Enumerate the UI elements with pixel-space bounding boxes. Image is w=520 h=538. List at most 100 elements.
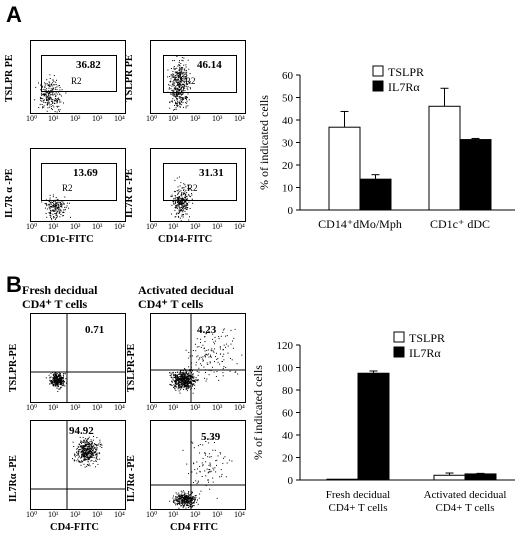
legend-swatch bbox=[372, 80, 384, 92]
region-label: R2 bbox=[62, 183, 73, 193]
gate-r2 bbox=[163, 55, 237, 93]
flow-plot-a-2: 46.14 R2 bbox=[150, 40, 246, 114]
x-tick-label: 10⁴ bbox=[234, 222, 245, 231]
x-tick-label: 10³ bbox=[92, 222, 103, 231]
quadrant-percentage: 94.92 bbox=[69, 425, 94, 437]
flow-dots bbox=[45, 371, 67, 392]
legend-swatch bbox=[372, 65, 384, 77]
quadrant-lines bbox=[151, 314, 245, 402]
flow-ylabel: TSLPR PE bbox=[4, 54, 15, 102]
flow-plot-b-3: 94.92 bbox=[30, 420, 126, 510]
legend-label: IL7Rα bbox=[388, 80, 420, 94]
bar-il7r bbox=[359, 178, 392, 211]
y-tick-label: 60 bbox=[282, 408, 294, 420]
x-tick-label: 10¹ bbox=[48, 222, 59, 231]
flow-xlabel: CD4 FITC bbox=[170, 522, 219, 533]
y-tick-label: 10 bbox=[282, 183, 294, 195]
legend-label: TSLPR bbox=[409, 331, 445, 345]
panel-b-label: B bbox=[6, 272, 22, 297]
y-axis-label: % of indicated cells bbox=[251, 365, 265, 460]
x-tick-label: 10³ bbox=[212, 222, 223, 231]
x-tick-label: 10¹ bbox=[168, 510, 179, 519]
flow-dots bbox=[169, 328, 243, 394]
flow-dots bbox=[170, 176, 194, 222]
flow-ylabel: IL7Rα -PE bbox=[126, 455, 137, 502]
flow-plot-a-3: 13.69 R2 bbox=[30, 148, 126, 222]
x-tick-label: 10³ bbox=[212, 114, 223, 123]
y-axis-label: % of indicated cells bbox=[257, 95, 271, 190]
x-tick-label: 10² bbox=[70, 403, 81, 412]
flow-plot-a-1: 36.82 R2 bbox=[30, 40, 126, 114]
bar-il7r bbox=[357, 372, 390, 481]
x-tick-label: 10² bbox=[190, 510, 201, 519]
x-tick-label: 10⁰ bbox=[146, 222, 158, 231]
group-title-line1: Activated decidual bbox=[138, 283, 234, 297]
flow-dots bbox=[169, 437, 233, 509]
y-tick-label: 80 bbox=[282, 385, 294, 397]
y-tick-label: 20 bbox=[282, 453, 294, 465]
quadrant-lines bbox=[31, 314, 125, 402]
flow-ylabel: TSLPR-PE bbox=[8, 343, 19, 392]
quadrant-percentage: 4.23 bbox=[197, 324, 217, 336]
legend-swatch bbox=[393, 331, 405, 343]
y-tick-label: 0 bbox=[288, 205, 294, 217]
region-label: R2 bbox=[185, 76, 196, 86]
quadrant-percentage: 5.39 bbox=[201, 431, 221, 443]
category-label: CD1c⁺ dDC bbox=[430, 217, 490, 231]
flow-ylabel: IL7R α -PE bbox=[124, 168, 135, 218]
x-tick-label: 10⁴ bbox=[234, 403, 245, 412]
y-tick-label: 20 bbox=[282, 160, 294, 172]
flow-xlabel: CD1c-FITC bbox=[40, 234, 94, 245]
group-title-line1: Fresh decidual bbox=[22, 283, 98, 297]
x-tick-label: 10² bbox=[70, 114, 81, 123]
x-tick-label: 10¹ bbox=[168, 222, 179, 231]
x-tick-label: 10⁰ bbox=[146, 114, 158, 123]
category-label: CD14⁺dMo/Mph bbox=[318, 217, 402, 231]
x-tick-label: 10⁰ bbox=[146, 510, 158, 519]
group-title-line2: CD4⁺ T cells bbox=[138, 297, 204, 311]
x-tick-label: 10³ bbox=[212, 403, 223, 412]
bar-tslpr bbox=[328, 126, 361, 211]
gate-percentage: 46.14 bbox=[197, 59, 222, 71]
x-tick-label: 10¹ bbox=[48, 403, 59, 412]
bar-tslpr bbox=[326, 478, 359, 481]
x-tick-label: 10² bbox=[190, 222, 201, 231]
x-tick-label: 10³ bbox=[92, 510, 103, 519]
x-tick-label: 10⁰ bbox=[146, 403, 158, 412]
gate-r2 bbox=[41, 55, 117, 92]
group-title-activated: Activated decidual CD4⁺ T cells bbox=[138, 283, 234, 311]
y-tick-label: 0 bbox=[288, 475, 294, 487]
gate-r2 bbox=[163, 163, 237, 201]
x-tick-label: 10⁴ bbox=[114, 114, 125, 123]
flow-ylabel: IL7R α -PE bbox=[4, 168, 15, 218]
x-tick-label: 10¹ bbox=[48, 510, 59, 519]
bar-tslpr bbox=[428, 105, 461, 211]
legend-label: IL7Rα bbox=[409, 346, 441, 360]
region-label: R2 bbox=[187, 183, 198, 193]
category-label: CD4+ T cells bbox=[329, 502, 388, 514]
x-tick-label: 10² bbox=[190, 403, 201, 412]
x-tick-label: 10¹ bbox=[48, 114, 59, 123]
flow-dots bbox=[72, 436, 103, 468]
flow-ylabel: TSLPR PE bbox=[124, 54, 135, 102]
flow-plot-b-4: 5.39 bbox=[150, 420, 246, 510]
flow-ylabel: IL7Rα -PE bbox=[8, 455, 19, 502]
region-label: R2 bbox=[71, 76, 82, 86]
gate-percentage: 36.82 bbox=[76, 59, 101, 71]
y-tick-label: 30 bbox=[282, 138, 294, 150]
x-tick-label: 10¹ bbox=[168, 403, 179, 412]
x-tick-label: 10⁴ bbox=[114, 403, 125, 412]
flow-plot-b-2: 4.23 bbox=[150, 313, 246, 403]
gate-percentage: 13.69 bbox=[73, 167, 98, 179]
quadrant-lines bbox=[31, 421, 125, 509]
x-tick-label: 10⁰ bbox=[26, 114, 38, 123]
legend-swatch bbox=[393, 346, 405, 358]
x-tick-label: 10⁰ bbox=[26, 222, 38, 231]
group-title-fresh: Fresh decidual CD4⁺ T cells bbox=[22, 283, 97, 311]
flow-xlabel: CD4-FITC bbox=[50, 522, 99, 533]
flow-ylabel: TSLPR-PE bbox=[126, 343, 137, 392]
panel-a-label: A bbox=[6, 2, 22, 27]
x-tick-label: 10⁰ bbox=[26, 403, 38, 412]
y-tick-label: 50 bbox=[282, 93, 294, 105]
legend-label: TSLPR bbox=[388, 65, 424, 79]
